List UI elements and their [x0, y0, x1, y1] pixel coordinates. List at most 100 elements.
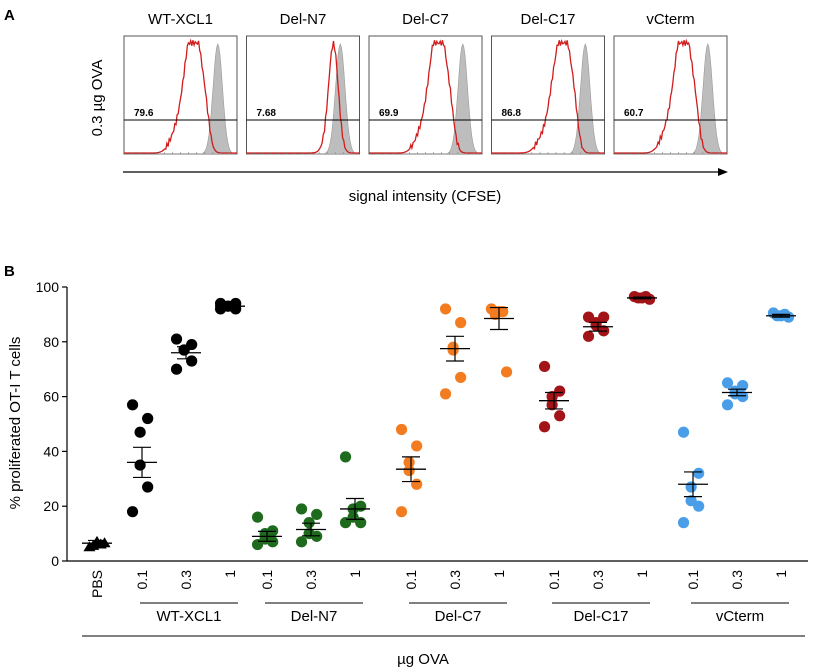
series-del-c17-0-3 [582, 311, 613, 342]
data-point [178, 344, 190, 356]
group-label: Del-N7 [291, 608, 338, 625]
group-label: Del-C17 [573, 608, 628, 625]
series-del-n7-1 [339, 451, 370, 529]
x-tick-label: 0.3 [178, 570, 194, 590]
x-tick-label: 0.1 [546, 570, 562, 590]
data-point [126, 399, 139, 411]
histogram-vcterm: vCterm 60.7 [613, 11, 728, 155]
data-point [134, 459, 146, 471]
y-tick-label: 80 [43, 334, 59, 350]
data-point [142, 481, 154, 493]
reference-peak [614, 43, 728, 155]
chart-x-labels: PBS 0.1 0.3 1 WT-XCL1 0.1 0.3 1 Del-N7 0.1 0.3 1 Del… [89, 570, 789, 625]
panel-a-row-label: 0.3 µg OVA [89, 60, 106, 137]
data-point [455, 317, 467, 329]
x-tick-label: 0.3 [590, 570, 606, 590]
histogram-row: WT-XCL1 79.6 Del-N7 7.68 Del-C7 69.9 Del-C17 86… [123, 11, 728, 155]
data-point [693, 467, 705, 479]
x-tick-label: 0.3 [447, 570, 463, 590]
y-axis-label: % proliferated OT-I T cells [7, 337, 24, 510]
panel-a-x-axis-label: signal intensity (CFSE) [349, 188, 502, 205]
data-point [685, 481, 697, 493]
data-point [170, 333, 183, 345]
data-point [339, 517, 352, 529]
histogram-wt-xcl1: WT-XCL1 79.6 [123, 11, 238, 155]
y-tick-label: 0 [51, 553, 59, 569]
data-point [295, 503, 308, 515]
panel-a-letter: A [4, 7, 15, 24]
x-tick-label: 0.1 [685, 570, 701, 590]
data-point [134, 426, 146, 438]
reference-peak [491, 43, 605, 155]
histogram-title: Del-C17 [520, 11, 575, 28]
data-point [721, 399, 734, 411]
group-label: Del-C7 [435, 608, 482, 625]
histogram-title: Del-C7 [402, 11, 449, 28]
histogram-del-n7: Del-N7 7.68 [246, 11, 360, 155]
x-tick-label: 0.3 [303, 570, 319, 590]
y-tick-label: 100 [36, 279, 60, 295]
sample-curve [124, 38, 237, 154]
data-point [677, 517, 690, 529]
data-point [693, 500, 705, 512]
series-wt-xcl1-0-1 [126, 399, 157, 518]
data-point [439, 388, 452, 400]
series-del-n7-0-3 [295, 503, 326, 548]
data-point [395, 506, 408, 518]
series-del-c7-1 [484, 303, 514, 378]
series-del-c7-0-1 [395, 423, 426, 518]
gate-value: 69.9 [379, 108, 399, 119]
series-pbs-PBS [82, 535, 112, 552]
data-point [87, 539, 100, 550]
series-del-n7-0-1 [251, 511, 282, 551]
data-point [403, 464, 415, 477]
data-point [411, 478, 423, 490]
group-label: WT-XCL1 [156, 608, 221, 625]
x-axis-label: µg OVA [397, 651, 449, 668]
gate-value: 79.6 [134, 108, 154, 119]
data-point [439, 303, 452, 315]
data-point [554, 410, 566, 422]
data-point [142, 412, 154, 425]
data-point [538, 421, 551, 433]
x-tick-label: 0.1 [134, 570, 150, 590]
data-point [447, 344, 459, 356]
x-tick-label: 0.1 [403, 570, 419, 590]
data-point [170, 363, 183, 375]
data-point [582, 330, 595, 342]
data-point [395, 423, 408, 436]
series-del-c17-0-1 [538, 360, 569, 433]
chart-axes: 0 20 40 60 80 100 [36, 279, 808, 569]
data-point [403, 456, 415, 468]
data-point [737, 391, 749, 403]
reference-peak [246, 43, 360, 155]
x-tick-label: 1 [491, 570, 507, 578]
group-label: vCterm [716, 608, 764, 625]
sample-curve [614, 38, 727, 154]
x-tick-label: 0.3 [729, 570, 745, 590]
series-vcterm-1 [766, 307, 796, 323]
data-point [411, 440, 423, 452]
data-point [126, 506, 139, 518]
y-tick-label: 20 [43, 498, 59, 514]
x-tick-label: 1 [347, 570, 363, 578]
histogram-title: WT-XCL1 [148, 11, 213, 28]
histogram-title: Del-N7 [280, 11, 327, 28]
data-point [311, 508, 323, 521]
x-tick-label: 1 [222, 570, 238, 578]
panel-b-letter: B [4, 263, 15, 280]
gate-value: 60.7 [624, 108, 644, 119]
histogram-del-c7: Del-C7 69.9 [368, 11, 483, 155]
x-tick-label: 1 [773, 570, 789, 578]
panel-a-x-axis-arrow [123, 168, 728, 176]
data-point [455, 371, 467, 384]
data-point [251, 538, 264, 551]
chart-marks [82, 290, 796, 552]
data-point [546, 399, 558, 411]
data-point [500, 366, 513, 378]
histogram-del-c17: Del-C17 86.8 [491, 11, 605, 155]
series-wt-xcl1-1 [214, 297, 245, 315]
series-vcterm-0-1 [677, 426, 708, 529]
x-tick-label: PBS [89, 570, 105, 598]
